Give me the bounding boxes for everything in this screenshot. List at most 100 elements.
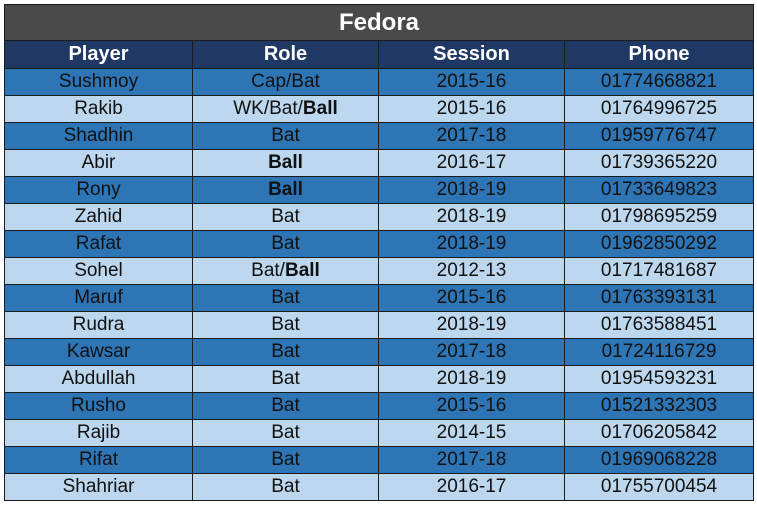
role-cell: Bat	[192, 230, 379, 258]
phone-cell: 01763588451	[563, 311, 755, 339]
player-cell: Abdullah	[4, 365, 193, 393]
session-cell: 2017-18	[378, 446, 565, 474]
header-session: Session	[378, 40, 565, 69]
role-cell: Bat	[192, 338, 379, 366]
table-row: Rony Ball 2018-19 01733649823	[4, 176, 755, 204]
phone-cell: 01959776747	[563, 122, 755, 150]
table-row: Rifat Bat 2017-18 01969068228	[4, 446, 755, 474]
player-cell: Rajib	[4, 419, 193, 447]
phone-cell: 01521332303	[563, 392, 755, 420]
role-text: Bat/	[251, 260, 285, 281]
phone-cell: 01969068228	[563, 446, 755, 474]
session-cell: 2018-19	[378, 203, 565, 231]
player-cell: Sohel	[4, 257, 193, 285]
role-text: Bat	[271, 368, 300, 389]
session-cell: 2018-19	[378, 311, 565, 339]
session-cell: 2017-18	[378, 122, 565, 150]
session-cell: 2016-17	[378, 473, 565, 501]
table-row: Zahid Bat 2018-19 01798695259	[4, 203, 755, 231]
table-row: Rusho Bat 2015-16 01521332303	[4, 392, 755, 420]
table-title: Fedora	[3, 4, 755, 41]
session-cell: 2017-18	[378, 338, 565, 366]
phone-cell: 01755700454	[563, 473, 755, 501]
role-text-bold: Ball	[268, 152, 303, 173]
role-text: Bat	[271, 476, 300, 497]
player-cell: Rony	[4, 176, 193, 204]
role-cell: Bat	[192, 122, 379, 150]
table-row: Rudra Bat 2018-19 01763588451	[4, 311, 755, 339]
header-phone: Phone	[563, 40, 755, 69]
role-text-bold: Ball	[302, 98, 338, 119]
session-cell: 2015-16	[378, 284, 565, 312]
role-cell: Bat	[192, 419, 379, 447]
phone-cell: 01962850292	[563, 230, 755, 258]
phone-cell: 01724116729	[563, 338, 755, 366]
roster-table: Fedora Player Role Session Phone Sushmoy…	[3, 4, 755, 501]
phone-cell: 01798695259	[563, 203, 755, 231]
phone-cell: 01763393131	[563, 284, 755, 312]
role-text: Bat	[271, 422, 300, 443]
role-text: Bat	[271, 341, 300, 362]
player-cell: Rudra	[4, 311, 193, 339]
session-cell: 2012-13	[378, 257, 565, 285]
role-cell: Ball	[192, 149, 379, 177]
player-cell: Rakib	[4, 95, 193, 123]
role-text: Bat	[271, 125, 300, 146]
session-cell: 2014-15	[378, 419, 565, 447]
roster-body: Sushmoy Cap/Bat 2015-16 01774668821 Rakib WK/…	[4, 68, 755, 501]
table-row: Rafat Bat 2018-19 01962850292	[4, 230, 755, 258]
player-cell: Kawsar	[4, 338, 193, 366]
table-row: Shadhin Bat 2017-18 01959776747	[4, 122, 755, 150]
table-row: Rajib Bat 2014-15 01706205842	[4, 419, 755, 447]
player-cell: Shadhin	[4, 122, 193, 150]
player-cell: Rusho	[4, 392, 193, 420]
role-text-bold: Ball	[268, 179, 303, 200]
phone-cell: 01733649823	[563, 176, 755, 204]
player-cell: Maruf	[4, 284, 193, 312]
header-role: Role	[192, 40, 379, 69]
session-cell: 2018-19	[378, 230, 565, 258]
phone-cell: 01764996725	[563, 95, 755, 123]
phone-cell: 01739365220	[563, 149, 755, 177]
role-cell: Bat	[192, 311, 379, 339]
table-row: Maruf Bat 2015-16 01763393131	[4, 284, 755, 312]
role-cell: Bat/Ball	[192, 257, 379, 285]
role-text: Bat	[271, 206, 300, 227]
phone-cell: 01774668821	[563, 68, 755, 96]
role-text-bold: Ball	[284, 260, 320, 281]
role-cell: Bat	[192, 473, 379, 501]
role-cell: Bat	[192, 203, 379, 231]
table-row: Abir Ball 2016-17 01739365220	[4, 149, 755, 177]
header-player: Player	[4, 40, 193, 69]
role-text: WK/Bat/	[233, 98, 303, 119]
session-cell: 2015-16	[378, 95, 565, 123]
role-text: Bat	[271, 233, 300, 254]
role-text: Bat	[271, 314, 300, 335]
table-row: Kawsar Bat 2017-18 01724116729	[4, 338, 755, 366]
role-text: Bat	[271, 395, 300, 416]
role-cell: Bat	[192, 446, 379, 474]
player-cell: Zahid	[4, 203, 193, 231]
role-cell: Bat	[192, 284, 379, 312]
table-row: Shahriar Bat 2016-17 01755700454	[4, 473, 755, 501]
player-cell: Rifat	[4, 446, 193, 474]
header-row: Player Role Session Phone	[4, 40, 755, 69]
table-row: Rakib WK/Bat/Ball 2015-16 01764996725	[4, 95, 755, 123]
role-text: Cap/Bat	[251, 71, 320, 92]
role-cell: Bat	[192, 365, 379, 393]
session-cell: 2018-19	[378, 365, 565, 393]
phone-cell: 01954593231	[563, 365, 755, 393]
table-row: Sushmoy Cap/Bat 2015-16 01774668821	[4, 68, 755, 96]
player-cell: Rafat	[4, 230, 193, 258]
session-cell: 2018-19	[378, 176, 565, 204]
role-cell: Bat	[192, 392, 379, 420]
role-text: Bat	[271, 287, 300, 308]
title-row: Fedora	[3, 4, 755, 41]
roster-sheet: Fedora Player Role Session Phone Sushmoy…	[3, 4, 755, 501]
table-row: Sohel Bat/Ball 2012-13 01717481687	[4, 257, 755, 285]
role-cell: WK/Bat/Ball	[192, 95, 379, 123]
role-cell: Cap/Bat	[192, 68, 379, 96]
session-cell: 2016-17	[378, 149, 565, 177]
table-row: Abdullah Bat 2018-19 01954593231	[4, 365, 755, 393]
player-cell: Abir	[4, 149, 193, 177]
